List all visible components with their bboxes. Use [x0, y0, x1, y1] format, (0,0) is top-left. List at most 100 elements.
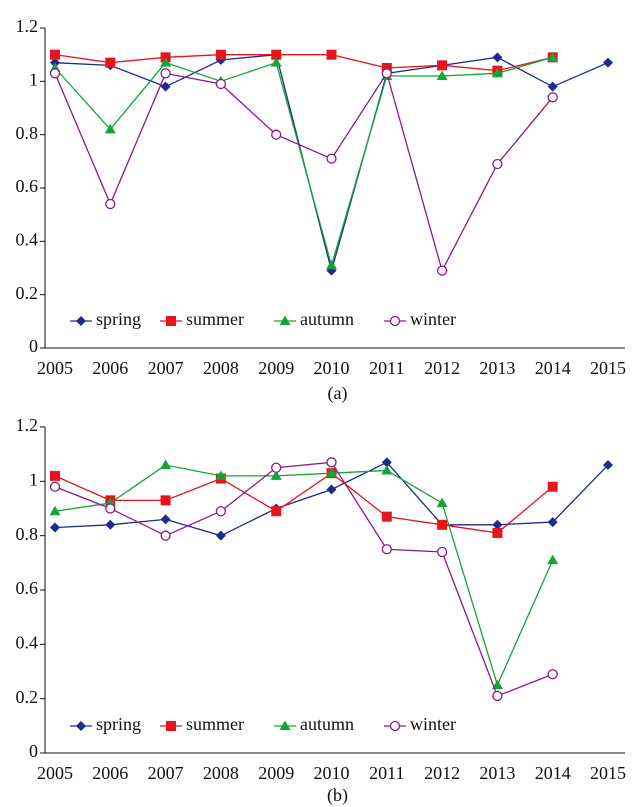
marker-circle — [326, 153, 337, 164]
marker-triangle — [326, 467, 337, 478]
marker-triangle — [270, 470, 282, 480]
marker-triangle — [436, 70, 448, 80]
series-line — [54, 71, 554, 273]
x-tick-label: 2012 — [424, 763, 460, 783]
marker-circle — [547, 92, 558, 103]
marker-diamond — [215, 530, 226, 541]
marker-circle — [381, 544, 392, 555]
marker-square — [271, 506, 282, 517]
legend-label: summer — [186, 714, 244, 734]
y-tick-label: 1 — [29, 69, 38, 89]
legend-marker — [279, 720, 291, 730]
marker-circle — [492, 690, 503, 702]
x-tick-label: 2014 — [535, 763, 571, 783]
series-line — [54, 54, 553, 72]
y-tick-label: 0.2 — [16, 283, 39, 303]
legend-marker — [279, 315, 291, 325]
marker-square — [160, 495, 171, 506]
legend-label: summer — [186, 309, 244, 329]
marker-circle — [160, 530, 171, 541]
marker-circle — [436, 546, 448, 558]
legend-marker — [166, 316, 176, 326]
x-tick-label: 2015 — [590, 763, 626, 783]
caption: (b) — [327, 785, 348, 806]
marker-circle — [160, 68, 171, 79]
x-tick-label: 2011 — [369, 358, 404, 378]
x-tick-label: 2011 — [369, 763, 404, 783]
marker-triangle — [547, 51, 559, 62]
x-tick-label: 2008 — [203, 763, 239, 783]
marker-circle — [215, 78, 227, 90]
x-tick-label: 2007 — [148, 763, 184, 783]
marker-circle — [547, 669, 558, 680]
marker-diamond — [50, 522, 60, 533]
x-tick-label: 2012 — [424, 358, 460, 378]
marker-circle — [271, 129, 282, 140]
legend-label: spring — [96, 714, 141, 734]
marker-square — [547, 481, 558, 492]
y-tick-label: 0.8 — [16, 123, 39, 143]
marker-square — [326, 49, 337, 60]
series-line — [54, 464, 554, 687]
marker-triangle — [160, 459, 172, 470]
x-tick-label: 2009 — [258, 763, 294, 783]
marker-triangle — [160, 57, 172, 67]
marker-triangle — [49, 505, 61, 516]
x-tick-label: 2009 — [258, 358, 294, 378]
legend-marker — [166, 721, 176, 731]
y-tick-label: 0.6 — [16, 176, 39, 196]
x-tick-label: 2014 — [535, 358, 571, 378]
legend-label: winter — [410, 714, 456, 734]
x-tick-label: 2007 — [148, 358, 184, 378]
marker-triangle — [215, 470, 227, 480]
marker-circle — [215, 506, 227, 517]
marker-diamond — [105, 519, 116, 530]
marker-circle — [492, 158, 503, 170]
marker-square — [50, 470, 60, 481]
marker-square — [105, 57, 116, 68]
series-line — [54, 56, 553, 268]
legend-marker — [76, 721, 86, 731]
marker-diamond — [603, 57, 613, 68]
marker-circle — [105, 198, 116, 210]
series-line — [54, 472, 554, 534]
marker-triangle — [104, 123, 116, 134]
x-tick-label: 2005 — [37, 358, 73, 378]
marker-triangle — [491, 67, 503, 78]
marker-circle — [326, 457, 337, 468]
y-tick-label: 0.2 — [16, 687, 39, 707]
marker-diamond — [381, 457, 392, 468]
marker-square — [215, 49, 226, 60]
x-tick-label: 2005 — [37, 763, 73, 783]
marker-triangle — [270, 57, 282, 67]
y-tick-label: 1.2 — [16, 415, 39, 435]
marker-triangle — [436, 497, 448, 508]
y-tick-label: 1.2 — [16, 16, 39, 36]
x-tick-label: 2015 — [590, 358, 626, 378]
marker-triangle — [326, 259, 337, 270]
marker-square — [437, 60, 448, 71]
y-tick-label: 0.6 — [16, 578, 39, 598]
x-tick-label: 2010 — [314, 763, 350, 783]
y-tick-label: 0.8 — [16, 524, 39, 544]
marker-circle — [49, 481, 61, 492]
marker-circle — [381, 68, 392, 79]
x-tick-label: 2008 — [203, 358, 239, 378]
legend-marker — [389, 315, 401, 327]
legend-label: autumn — [300, 714, 354, 734]
series-line — [54, 461, 553, 697]
marker-triangle — [547, 554, 559, 565]
y-tick-label: 0.4 — [16, 229, 39, 249]
marker-circle — [105, 503, 116, 514]
marker-square — [50, 49, 60, 60]
x-tick-label: 2006 — [92, 358, 128, 378]
marker-diamond — [160, 514, 171, 525]
legend-label: winter — [410, 309, 456, 329]
marker-diamond — [603, 460, 613, 471]
marker-diamond — [492, 519, 503, 530]
marker-square — [492, 527, 503, 538]
marker-square — [437, 519, 448, 530]
marker-diamond — [160, 81, 171, 92]
marker-diamond — [547, 517, 558, 528]
